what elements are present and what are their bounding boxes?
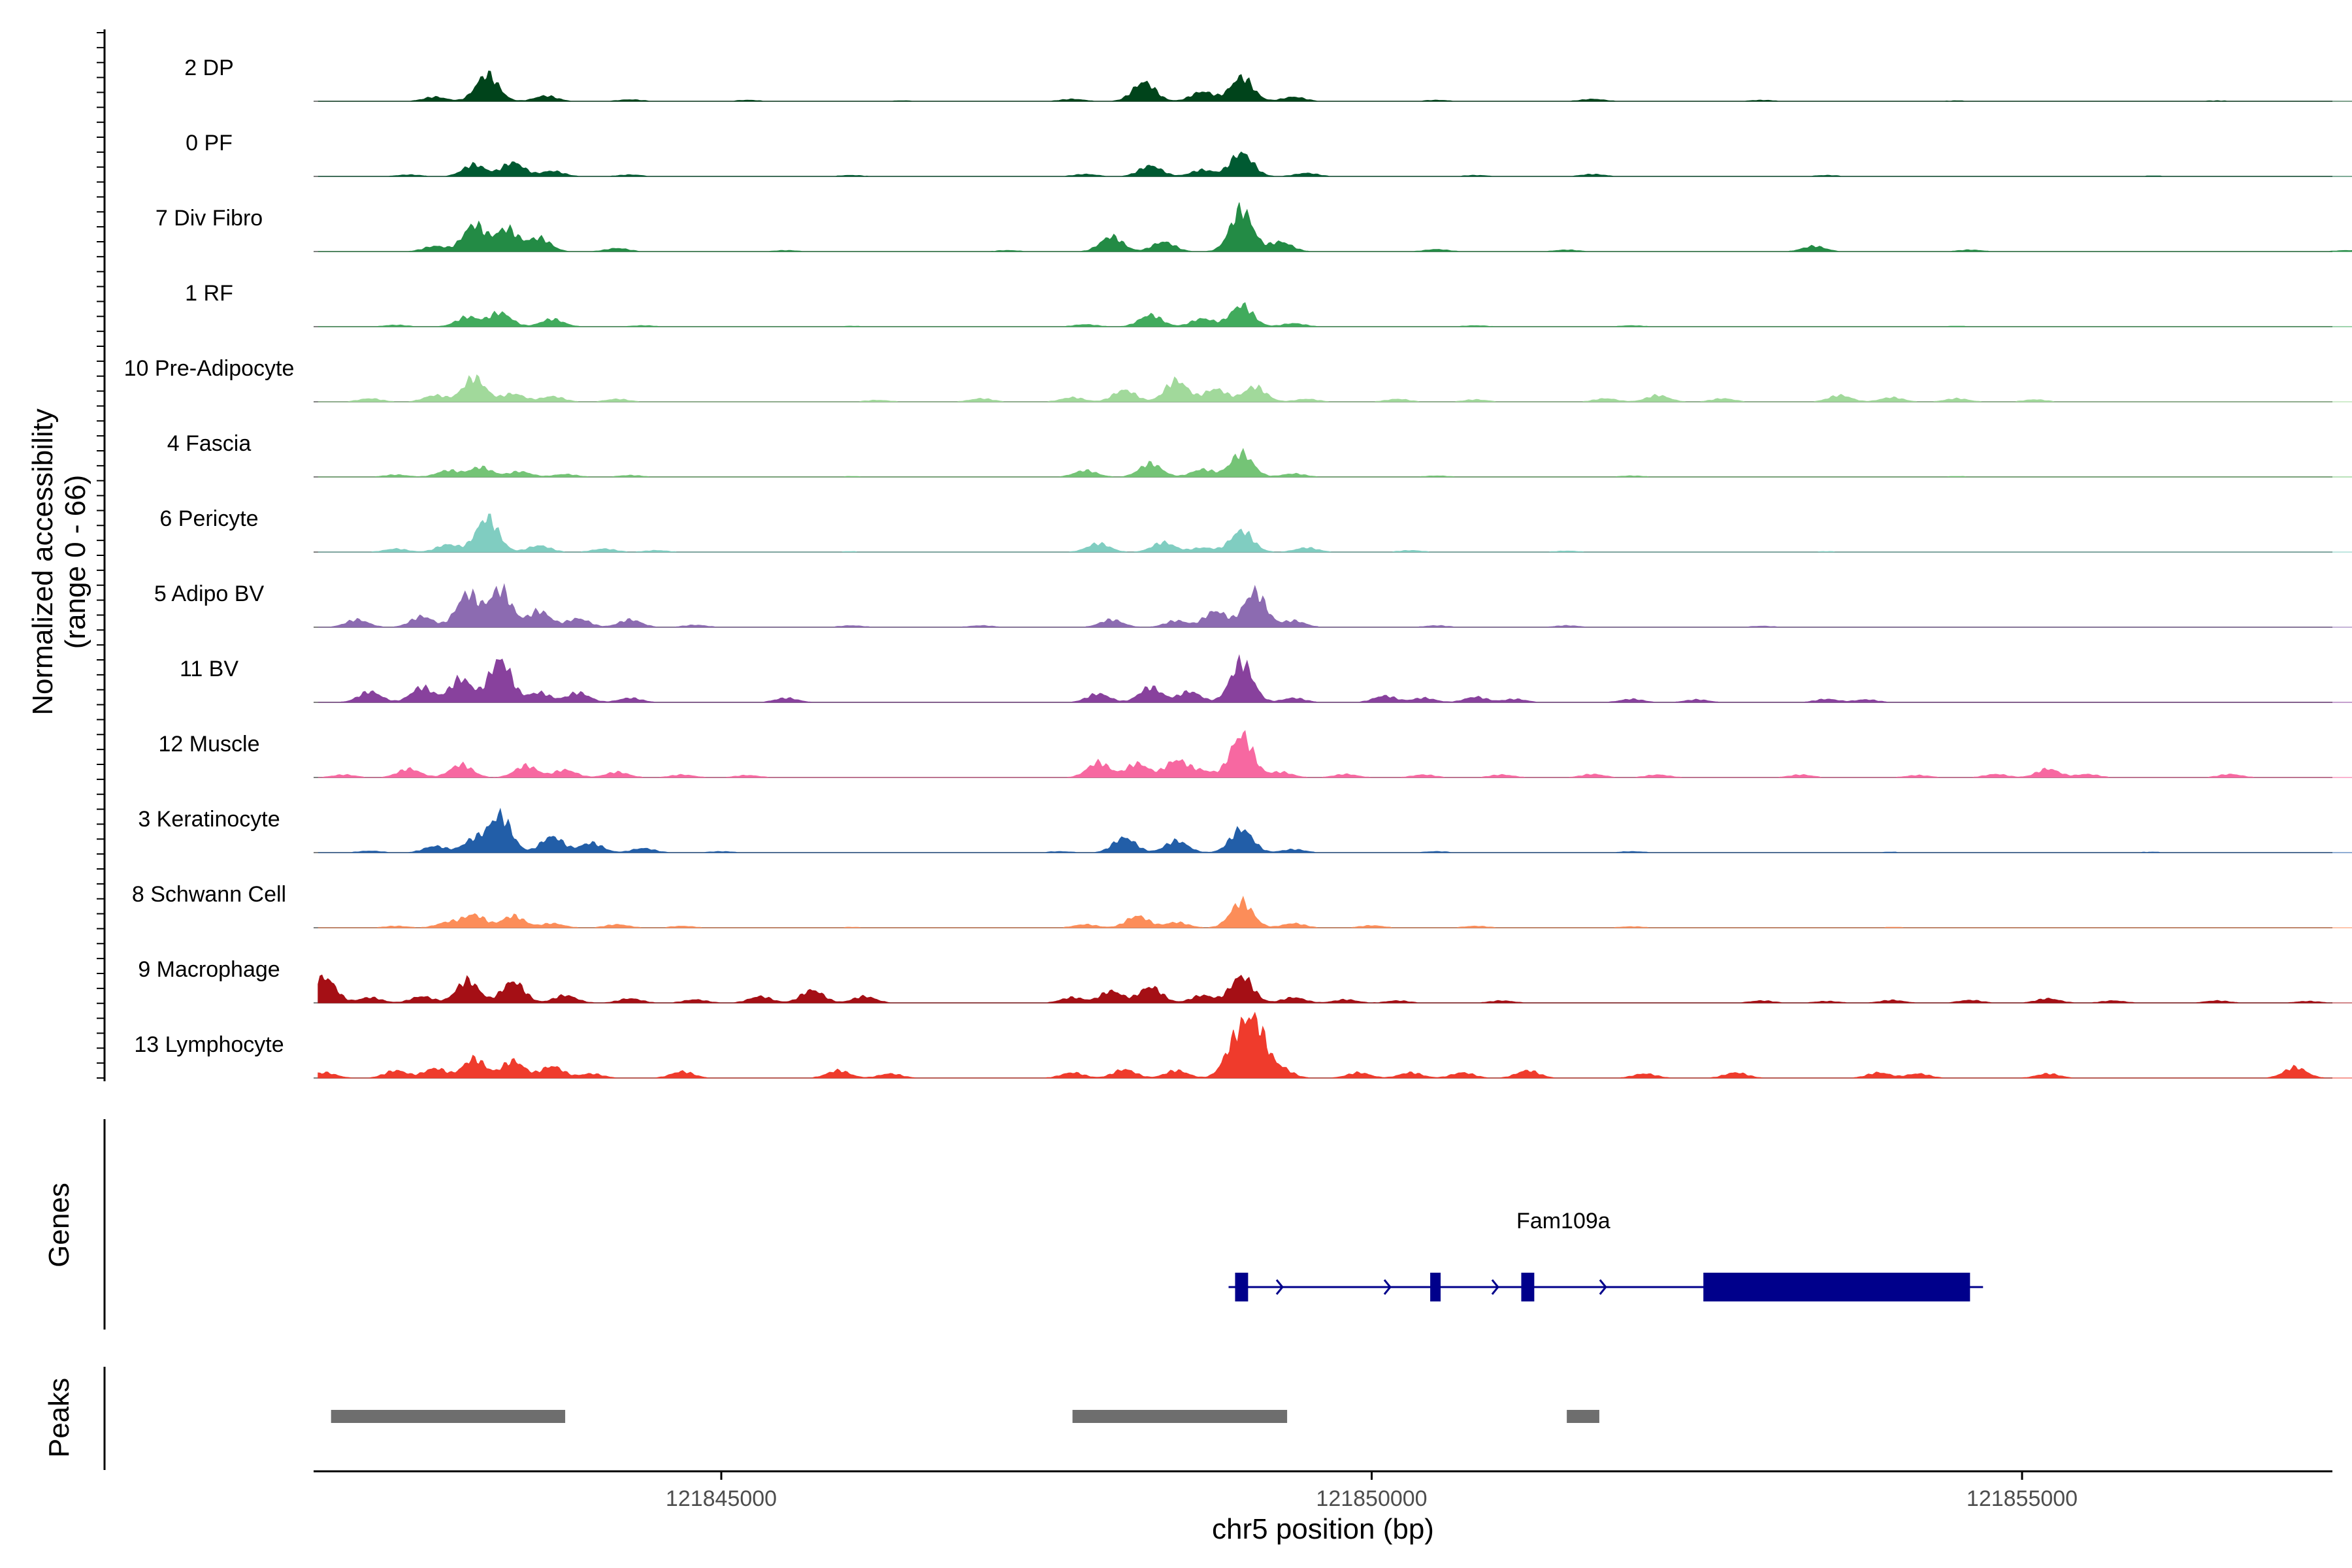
track-label: 9 Macrophage bbox=[138, 957, 280, 982]
y-axis-title: Normalized accessibility (range 0 - 66) bbox=[27, 408, 91, 715]
track-label: 7 Div Fibro bbox=[155, 206, 263, 231]
strand-arrow bbox=[1275, 1279, 1284, 1295]
exon bbox=[1430, 1273, 1441, 1301]
peak-region bbox=[331, 1410, 566, 1423]
track-label: 10 Pre-Adipocyte bbox=[124, 356, 295, 381]
track-9-macrophage: 9 Macrophage bbox=[138, 957, 2352, 1004]
x-tick-label: 121855000 bbox=[1967, 1486, 2078, 1511]
gene-label: Fam109a bbox=[1516, 1209, 1610, 1233]
coverage-area bbox=[318, 71, 2352, 102]
coverage-area bbox=[318, 302, 2352, 327]
x-tick-label: 121845000 bbox=[666, 1486, 777, 1511]
track-12-muscle: 12 Muscle bbox=[159, 730, 2352, 778]
strand-arrow bbox=[1599, 1279, 1607, 1295]
track-1-rf: 1 RF bbox=[185, 281, 2352, 327]
track-label: 13 Lymphocyte bbox=[134, 1032, 284, 1057]
exon bbox=[1235, 1273, 1249, 1301]
peaks-panel-title: Peaks bbox=[43, 1378, 75, 1458]
coverage-area bbox=[318, 202, 2352, 252]
track-4-fascia: 4 Fascia bbox=[167, 431, 2352, 478]
strand-arrow bbox=[1383, 1279, 1392, 1295]
coverage-area bbox=[318, 583, 2352, 628]
track-10-pre-adipocyte: 10 Pre-Adipocyte bbox=[124, 356, 2352, 402]
track-0-pf: 0 PF bbox=[186, 131, 2352, 177]
coverage-y-ticks bbox=[97, 32, 105, 1079]
coverage-area bbox=[318, 896, 2352, 928]
coverage-area bbox=[318, 151, 2352, 177]
coverage-area bbox=[318, 974, 2352, 1004]
x-axis-title: chr5 position (bp) bbox=[1212, 1513, 1434, 1545]
track-label: 8 Schwann Cell bbox=[132, 882, 286, 907]
exon bbox=[1703, 1273, 1970, 1301]
y-axis-title-line2: (range 0 - 66) bbox=[59, 475, 91, 649]
track-6-pericyte: 6 Pericyte bbox=[159, 506, 2352, 553]
coverage-area bbox=[318, 1011, 2352, 1079]
track-label: 5 Adipo BV bbox=[154, 581, 265, 606]
coverage-area bbox=[318, 730, 2352, 778]
coverage-area bbox=[318, 654, 2352, 703]
track-label: 1 RF bbox=[185, 281, 233, 306]
strand-arrow bbox=[1491, 1279, 1499, 1295]
genes-panel-title: Genes bbox=[43, 1183, 75, 1267]
gene-fam109a: Fam109a bbox=[1228, 1209, 1984, 1301]
track-label: 0 PF bbox=[186, 131, 233, 155]
coverage-tracks: 2 DP 0 PF 7 Div Fibro 1 RF 10 Pre-Adipocyte 4… bbox=[124, 56, 2352, 1079]
track-label: 4 Fascia bbox=[167, 431, 252, 456]
exon bbox=[1521, 1273, 1535, 1301]
x-axis-ticks: 121845000121850000121855000121860000 bbox=[666, 1471, 2078, 1511]
track-8-schwann-cell: 8 Schwann Cell bbox=[132, 882, 2352, 928]
track-3-keratinocyte: 3 Keratinocyte bbox=[138, 807, 2352, 853]
track-7-div-fibro: 7 Div Fibro bbox=[155, 202, 2352, 252]
track-5-adipo-bv: 5 Adipo BV bbox=[154, 581, 2352, 628]
gene-annotation-track: Fam109aCux2 bbox=[1228, 1209, 1984, 1301]
x-tick-label: 121850000 bbox=[1316, 1486, 1427, 1511]
track-11-bv: 11 BV bbox=[180, 654, 2352, 703]
peak-region bbox=[1567, 1410, 1599, 1423]
coverage-area bbox=[318, 808, 2352, 853]
coverage-area bbox=[318, 514, 2352, 553]
coverage-area bbox=[318, 448, 2352, 478]
peak-region bbox=[1072, 1410, 1288, 1423]
track-13-lymphocyte: 13 Lymphocyte bbox=[134, 1011, 2352, 1079]
track-2-dp: 2 DP bbox=[184, 56, 2352, 102]
track-label: 6 Pericyte bbox=[159, 506, 258, 531]
track-label: 12 Muscle bbox=[159, 732, 260, 757]
y-axis-title-line1: Normalized accessibility bbox=[27, 408, 59, 715]
track-label: 2 DP bbox=[184, 56, 234, 80]
track-label: 3 Keratinocyte bbox=[138, 807, 280, 832]
track-label: 11 BV bbox=[180, 657, 238, 681]
peak-regions-track bbox=[331, 1410, 1599, 1423]
coverage-area bbox=[318, 374, 2352, 402]
